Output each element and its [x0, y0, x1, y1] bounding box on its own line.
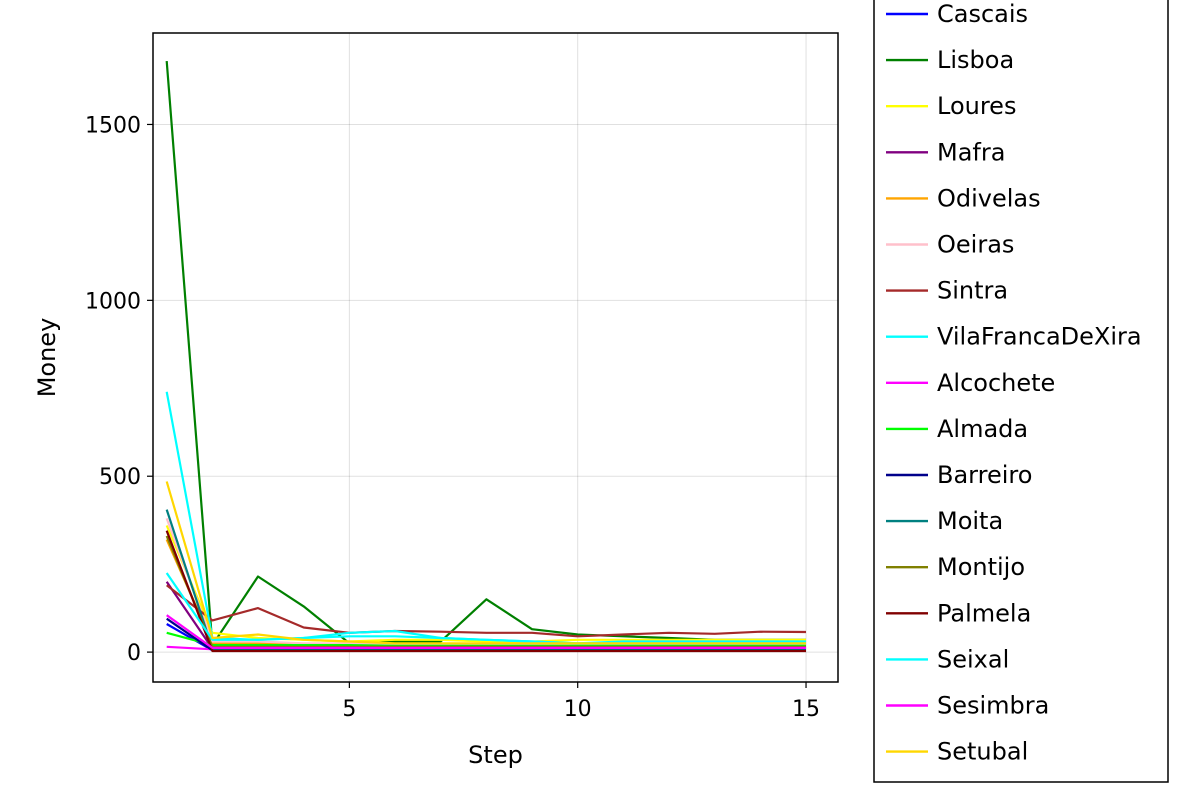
- legend-label: Montijo: [937, 553, 1025, 581]
- x-tick-label: 10: [564, 697, 592, 722]
- series-line-lisboa: [165, 61, 806, 647]
- legend-label: Mafra: [937, 138, 1005, 166]
- series-line-oeiras: [165, 518, 806, 646]
- x-tick-label: 15: [792, 697, 820, 722]
- y-tick-label: 500: [99, 465, 141, 490]
- series-line-vilafrancadexira: [165, 391, 806, 645]
- x-axis-ticks: 5 10 15: [342, 682, 820, 722]
- legend-item: Palmela: [886, 599, 1031, 627]
- x-tick-label: 5: [342, 697, 356, 722]
- legend-item: Almada: [886, 415, 1028, 443]
- legend-label: VilaFrancaDeXira: [937, 323, 1142, 351]
- legend-item: Seixal: [886, 645, 1009, 673]
- legend: Cascais Lisboa Loures Mafra Odivelas Oeiras Si…: [873, 0, 1169, 783]
- legend-item: VilaFrancaDeXira: [886, 323, 1142, 351]
- plot-area: [165, 61, 807, 653]
- legend-label: Sintra: [937, 277, 1008, 305]
- legend-label: Cascais: [937, 0, 1028, 28]
- y-tick-label: 0: [127, 641, 141, 666]
- legend-label: Seixal: [937, 645, 1009, 673]
- legend-item: Barreiro: [886, 461, 1032, 489]
- legend-item: Alcochete: [886, 369, 1055, 397]
- y-tick-label: 1500: [85, 113, 141, 138]
- legend-item: Setubal: [886, 738, 1028, 766]
- legend-item: Loures: [886, 92, 1016, 120]
- series-line-montijo: [165, 535, 806, 648]
- legend-label: Sesimbra: [937, 692, 1049, 720]
- legend-label: Oeiras: [937, 231, 1014, 259]
- legend-item: Cascais: [886, 0, 1028, 28]
- legend-label: Almada: [937, 415, 1028, 443]
- series-line-setubal: [165, 481, 806, 645]
- legend-label: Palmela: [937, 599, 1031, 627]
- series-line-palmela: [165, 530, 806, 653]
- legend-label: Alcochete: [937, 369, 1055, 397]
- legend-label: Loures: [937, 92, 1016, 120]
- legend-item: Sesimbra: [886, 692, 1049, 720]
- legend-label: Setubal: [937, 738, 1028, 766]
- legend-label: Lisboa: [937, 46, 1014, 74]
- legend-item: Odivelas: [886, 184, 1041, 212]
- y-axis-ticks: 0 500 1000 1500: [85, 113, 153, 666]
- legend-item: Lisboa: [886, 46, 1014, 74]
- legend-item: Mafra: [886, 138, 1005, 166]
- legend-item: Montijo: [886, 553, 1025, 581]
- x-axis-label: Step: [468, 741, 523, 769]
- legend-label: Moita: [937, 507, 1003, 535]
- legend-label: Barreiro: [937, 461, 1032, 489]
- plot-frame: [152, 32, 839, 683]
- legend-box: [873, 0, 1169, 783]
- y-tick-label: 1000: [85, 289, 141, 314]
- series-line-loures: [165, 525, 806, 643]
- legend-label: Odivelas: [937, 184, 1041, 212]
- series-line-odivelas: [165, 539, 806, 647]
- legend-item: Oeiras: [886, 231, 1014, 259]
- y-axis-label: Money: [33, 318, 61, 398]
- legend-item: Sintra: [886, 277, 1008, 305]
- legend-item: Moita: [886, 507, 1003, 535]
- grid-lines: [153, 33, 838, 682]
- series-line-sesimbra: [166, 614, 806, 650]
- series-line-sintra: [166, 584, 807, 638]
